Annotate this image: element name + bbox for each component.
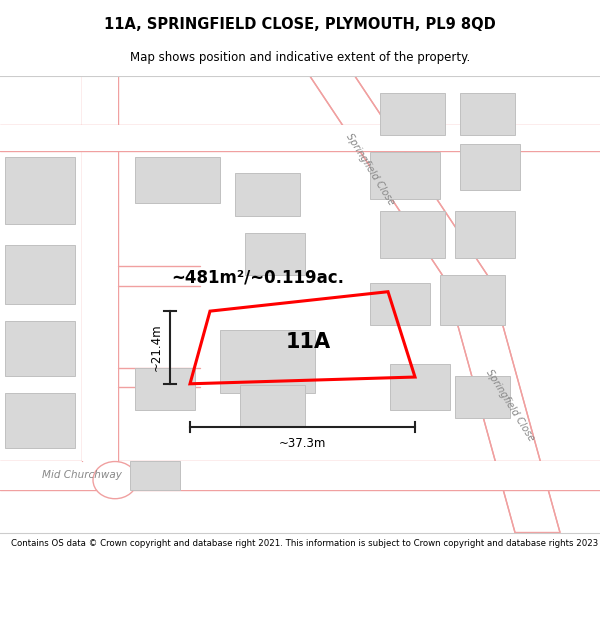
Polygon shape xyxy=(240,384,305,427)
Polygon shape xyxy=(135,368,195,410)
Text: Map shows position and indicative extent of the property.: Map shows position and indicative extent… xyxy=(130,51,470,64)
Text: Contains OS data © Crown copyright and database right 2021. This information is : Contains OS data © Crown copyright and d… xyxy=(11,539,600,548)
Text: Springfield Close: Springfield Close xyxy=(484,368,536,443)
Polygon shape xyxy=(370,283,430,326)
Polygon shape xyxy=(245,232,305,275)
Polygon shape xyxy=(130,461,180,490)
Bar xyxy=(0,125,600,151)
Text: ~481m²/~0.119ac.: ~481m²/~0.119ac. xyxy=(172,268,344,286)
Polygon shape xyxy=(5,156,75,224)
Text: 11A, SPRINGFIELD CLOSE, PLYMOUTH, PL9 8QD: 11A, SPRINGFIELD CLOSE, PLYMOUTH, PL9 8Q… xyxy=(104,17,496,32)
Polygon shape xyxy=(460,93,515,136)
Text: ~21.4m: ~21.4m xyxy=(149,324,163,371)
Polygon shape xyxy=(455,376,510,419)
Polygon shape xyxy=(445,279,560,532)
Polygon shape xyxy=(370,152,440,199)
Polygon shape xyxy=(380,93,445,136)
Text: Springfield Close: Springfield Close xyxy=(344,131,396,207)
Polygon shape xyxy=(380,211,445,258)
Polygon shape xyxy=(5,393,75,448)
Circle shape xyxy=(93,461,137,499)
Bar xyxy=(82,76,118,461)
Text: ~37.3m: ~37.3m xyxy=(279,438,326,450)
Text: 11A: 11A xyxy=(286,332,331,352)
Bar xyxy=(0,461,600,490)
Polygon shape xyxy=(460,144,520,190)
Polygon shape xyxy=(135,156,220,203)
Polygon shape xyxy=(440,275,505,326)
Polygon shape xyxy=(455,211,515,258)
Polygon shape xyxy=(5,321,75,376)
Text: Mid Churchway: Mid Churchway xyxy=(42,470,122,480)
Polygon shape xyxy=(235,173,300,216)
Polygon shape xyxy=(220,330,315,393)
Polygon shape xyxy=(310,76,490,279)
Polygon shape xyxy=(5,245,75,304)
Polygon shape xyxy=(390,364,450,410)
